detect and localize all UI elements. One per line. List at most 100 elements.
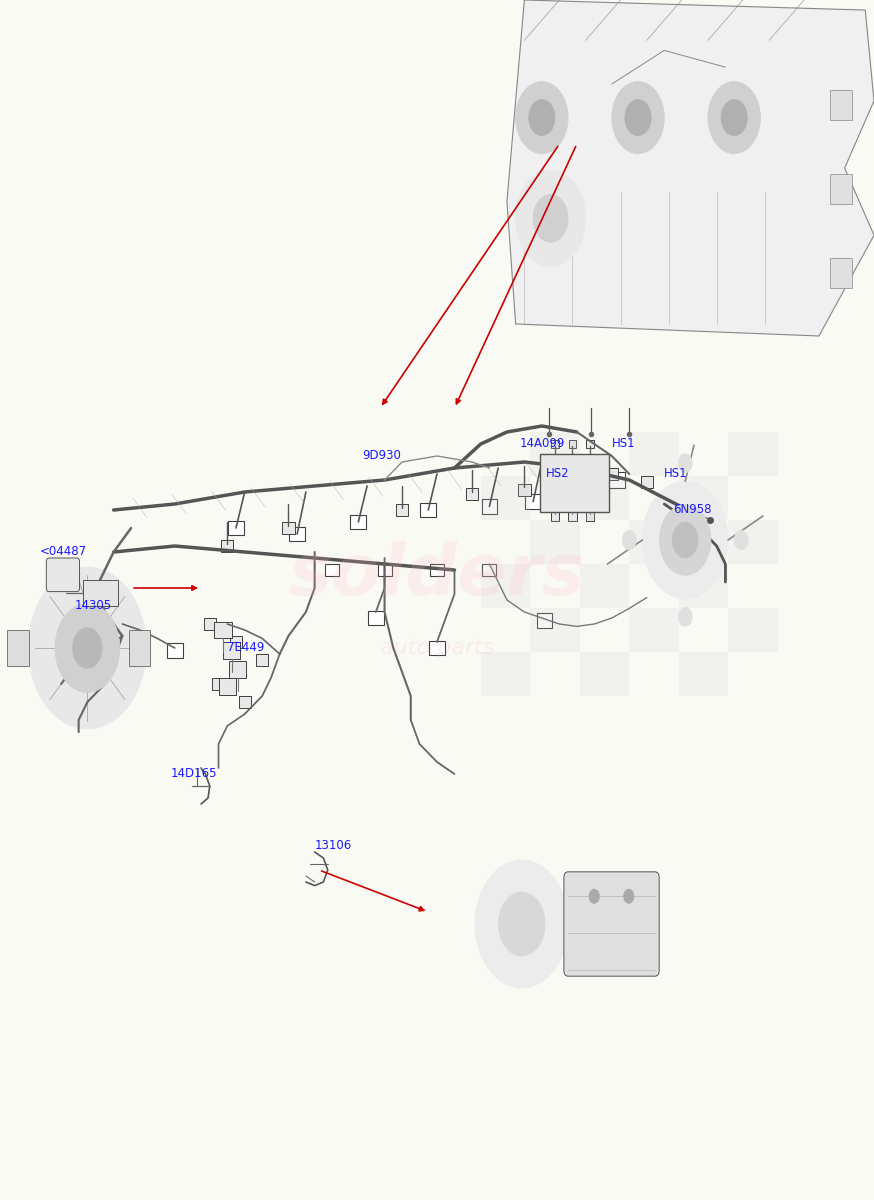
FancyBboxPatch shape	[368, 611, 384, 625]
FancyBboxPatch shape	[228, 521, 244, 535]
Bar	[531, 432, 579, 476]
Bar	[830, 258, 852, 288]
Bar	[214, 622, 232, 638]
FancyBboxPatch shape	[482, 499, 497, 514]
Bar	[679, 476, 728, 520]
Bar	[218, 678, 236, 695]
Circle shape	[516, 82, 568, 154]
Circle shape	[529, 100, 555, 136]
Circle shape	[622, 530, 636, 550]
Bar	[223, 642, 240, 659]
Bar	[579, 462, 592, 474]
Bar	[586, 511, 594, 521]
Bar	[728, 520, 778, 564]
Bar	[128, 630, 150, 666]
Circle shape	[678, 454, 692, 473]
FancyBboxPatch shape	[289, 527, 305, 541]
Circle shape	[623, 889, 635, 904]
Circle shape	[533, 194, 568, 242]
FancyBboxPatch shape	[46, 558, 80, 592]
Circle shape	[498, 892, 545, 956]
Circle shape	[721, 100, 747, 136]
FancyBboxPatch shape	[482, 564, 496, 576]
Circle shape	[475, 860, 568, 988]
FancyBboxPatch shape	[525, 494, 541, 509]
Bar	[728, 432, 778, 476]
Bar	[282, 522, 295, 534]
Bar	[396, 504, 408, 516]
Bar	[481, 476, 531, 520]
Text: 14D165: 14D165	[170, 767, 217, 780]
Text: <04487: <04487	[39, 545, 87, 558]
Bar	[212, 678, 225, 690]
Bar	[531, 608, 579, 652]
Text: 9D930: 9D930	[363, 449, 401, 462]
Bar	[481, 652, 531, 696]
Bar	[481, 564, 531, 608]
FancyBboxPatch shape	[564, 871, 659, 977]
Text: 14305: 14305	[74, 599, 111, 612]
Bar	[551, 439, 559, 448]
Text: 13106: 13106	[315, 839, 352, 852]
Bar	[221, 540, 233, 552]
Circle shape	[516, 170, 586, 266]
Bar	[629, 432, 679, 476]
Bar	[579, 652, 629, 696]
FancyBboxPatch shape	[537, 613, 552, 628]
Circle shape	[672, 522, 698, 558]
Bar	[579, 564, 629, 608]
FancyBboxPatch shape	[325, 564, 339, 576]
Circle shape	[642, 481, 728, 599]
Bar	[518, 484, 531, 496]
Text: HS1: HS1	[664, 467, 688, 480]
Bar	[7, 630, 29, 666]
Bar	[230, 636, 242, 648]
Bar	[568, 511, 577, 521]
Bar	[679, 564, 728, 608]
Bar	[239, 696, 251, 708]
Bar	[229, 661, 246, 678]
Circle shape	[734, 530, 748, 550]
FancyBboxPatch shape	[540, 454, 609, 512]
Text: 6N958: 6N958	[673, 503, 711, 516]
Bar	[83, 580, 118, 606]
Text: 14A099: 14A099	[520, 437, 565, 450]
Bar	[204, 618, 216, 630]
FancyBboxPatch shape	[429, 641, 445, 655]
Text: HS1: HS1	[612, 437, 635, 450]
Circle shape	[73, 628, 102, 668]
Bar	[531, 520, 579, 564]
Bar	[569, 439, 577, 448]
FancyBboxPatch shape	[420, 503, 436, 517]
Bar	[256, 654, 268, 666]
Bar	[679, 652, 728, 696]
Circle shape	[625, 100, 651, 136]
FancyBboxPatch shape	[378, 564, 392, 576]
Bar	[641, 476, 653, 488]
FancyBboxPatch shape	[607, 472, 625, 487]
FancyBboxPatch shape	[350, 515, 366, 529]
Bar	[830, 90, 852, 120]
Bar	[629, 608, 679, 652]
Bar	[551, 511, 559, 521]
Text: 7E449: 7E449	[227, 641, 265, 654]
Circle shape	[612, 82, 664, 154]
FancyBboxPatch shape	[430, 564, 444, 576]
Circle shape	[660, 505, 711, 575]
Circle shape	[678, 607, 692, 626]
Bar	[728, 608, 778, 652]
Text: auto parts: auto parts	[379, 638, 495, 658]
Text: HS2: HS2	[546, 467, 570, 480]
Circle shape	[29, 568, 146, 728]
Bar	[629, 520, 679, 564]
Bar	[586, 439, 594, 448]
Bar	[606, 468, 618, 480]
Circle shape	[708, 82, 760, 154]
Circle shape	[55, 604, 120, 692]
Text: solders: solders	[288, 541, 586, 611]
Bar	[466, 488, 478, 500]
Bar	[830, 174, 852, 204]
Circle shape	[589, 889, 600, 904]
Bar	[579, 476, 629, 520]
FancyBboxPatch shape	[167, 643, 183, 658]
